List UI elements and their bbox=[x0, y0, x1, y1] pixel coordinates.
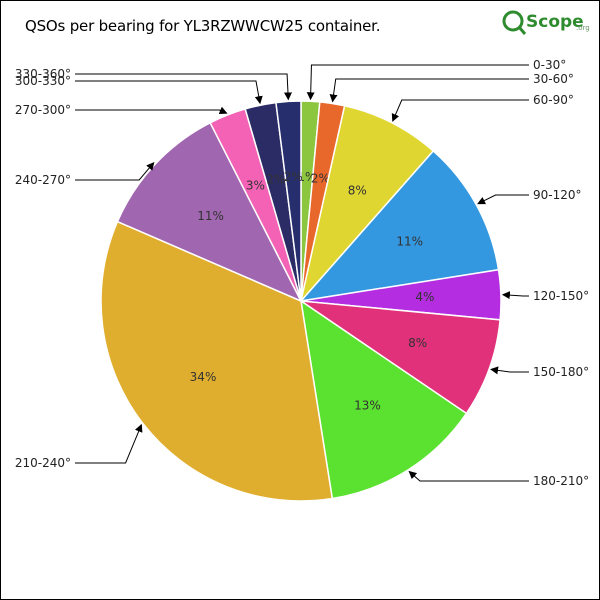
slice-category-label: 240-270° bbox=[15, 173, 71, 187]
slice-percent-label: 11% bbox=[197, 209, 224, 223]
callout-line bbox=[75, 80, 263, 105]
slice-category-label: 120-150° bbox=[533, 289, 589, 303]
callout-line bbox=[329, 78, 529, 103]
pie-slice-240-270 bbox=[116, 121, 303, 303]
slice-category-label: 150-180° bbox=[533, 365, 589, 379]
slice-category-label: 0-30° bbox=[533, 58, 566, 72]
slice-percent-label: 8% bbox=[408, 336, 427, 350]
slice-percent-label: 3% bbox=[246, 179, 265, 193]
qscope-logo: Scope .org bbox=[501, 6, 591, 38]
logo-suffix: .org bbox=[576, 24, 590, 32]
slice-category-label: 300-330° bbox=[15, 74, 71, 88]
callout-line bbox=[408, 470, 529, 482]
pie-slice-90-120 bbox=[299, 149, 500, 303]
slice-percent-label: 8% bbox=[348, 184, 367, 198]
slice-percent-label: 4% bbox=[415, 290, 434, 304]
slice-percent-label: 13% bbox=[354, 399, 381, 413]
callout-line bbox=[75, 73, 292, 101]
slice-category-label: 330-360° bbox=[15, 67, 71, 81]
callout-line bbox=[306, 64, 529, 101]
slice-category-label: 90-120° bbox=[533, 188, 582, 202]
slice-percent-label: 34% bbox=[190, 370, 217, 384]
slice-percent-label: 2% bbox=[284, 170, 303, 184]
pie-slice-180-210 bbox=[299, 299, 468, 500]
callout-line bbox=[75, 106, 228, 115]
slice-category-label: 60-90° bbox=[533, 93, 574, 107]
chart-title: QSOs per bearing for YL3RZWWCW25 contain… bbox=[25, 17, 381, 35]
callout-line bbox=[75, 423, 143, 464]
slice-percent-label: 2% bbox=[311, 172, 330, 186]
slice-category-label: 210-240° bbox=[15, 456, 71, 470]
slice-percent-label: 2% bbox=[266, 173, 285, 187]
callout-line bbox=[391, 99, 529, 122]
callout-line bbox=[477, 194, 529, 205]
slice-category-label: 180-210° bbox=[533, 474, 589, 488]
slice-category-label: 270-300° bbox=[15, 103, 71, 117]
pie-slice-150-180 bbox=[300, 300, 501, 415]
slice-percent-label: 11% bbox=[396, 234, 423, 248]
callout-line bbox=[490, 366, 529, 375]
logo-magnifier-icon bbox=[502, 10, 524, 32]
pie-slice-330-360 bbox=[275, 100, 302, 302]
slice-percent-label: 1% bbox=[297, 170, 316, 184]
callout-line bbox=[501, 291, 529, 300]
pie-slice-60-90 bbox=[300, 104, 435, 302]
slice-category-label: 30-60° bbox=[533, 72, 574, 86]
logo-text: Scope bbox=[526, 12, 584, 32]
callout-line bbox=[75, 161, 155, 181]
pie-slice-210-240 bbox=[100, 220, 334, 502]
